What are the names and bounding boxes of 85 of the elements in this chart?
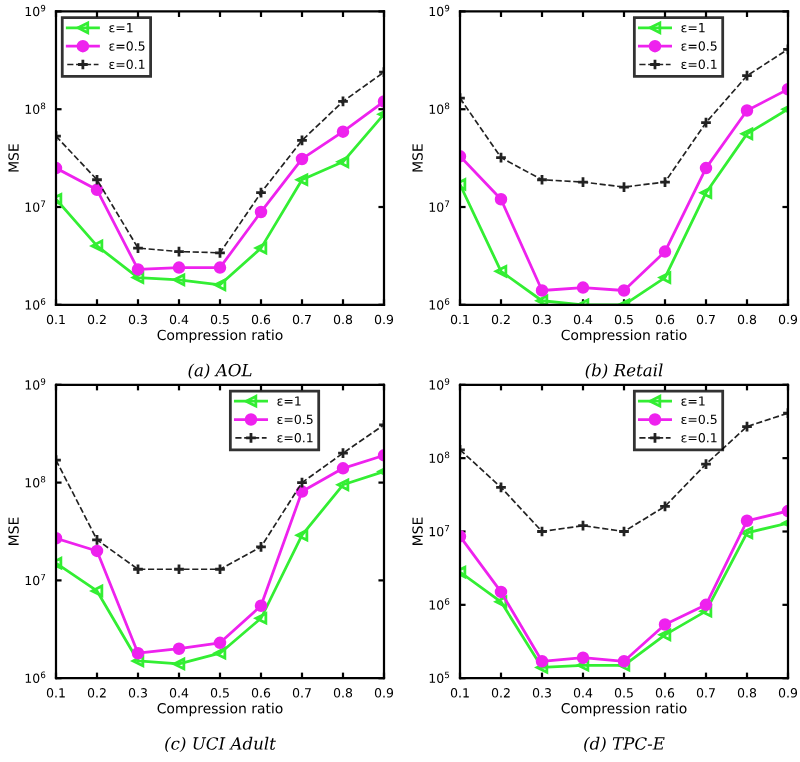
point: [172, 261, 186, 274]
point: [658, 618, 672, 631]
point: [131, 563, 145, 576]
point: [740, 104, 754, 117]
point: [254, 186, 268, 199]
point: [576, 519, 590, 532]
point: [740, 127, 754, 141]
point: [90, 544, 104, 558]
point: [336, 155, 350, 169]
point: [90, 533, 104, 547]
point: [535, 525, 549, 538]
point: [699, 116, 713, 129]
point: [336, 462, 350, 475]
point: [295, 485, 309, 498]
point: [295, 152, 309, 166]
point: [254, 612, 268, 625]
text: (c) UCI Adult: [165, 736, 276, 753]
point: [699, 457, 713, 471]
point: [535, 173, 549, 186]
point: [658, 175, 672, 189]
point: [131, 654, 145, 668]
point: [213, 278, 227, 292]
point: [494, 193, 508, 206]
point: [494, 481, 508, 494]
point: [658, 271, 672, 284]
point: [254, 205, 268, 219]
point: [172, 245, 186, 258]
point: [699, 161, 713, 175]
point: [740, 420, 754, 433]
point: [213, 646, 227, 660]
point: [131, 263, 145, 276]
text: (b) Retail: [585, 363, 663, 379]
point: [740, 526, 754, 540]
point: [172, 563, 186, 576]
point: [699, 186, 713, 199]
point: [90, 239, 104, 253]
point: [699, 604, 713, 618]
point: [172, 273, 186, 287]
point: [336, 95, 350, 108]
point: [131, 646, 145, 660]
point: [90, 584, 104, 598]
text: (d) TPC-E: [584, 736, 665, 753]
point: [617, 284, 631, 297]
point: [336, 478, 350, 492]
point: [699, 598, 713, 612]
point: [131, 241, 145, 255]
point: [172, 642, 186, 655]
point: [90, 173, 104, 186]
point: [658, 500, 672, 513]
point: [576, 651, 590, 664]
point: [535, 284, 549, 297]
point: [336, 446, 350, 460]
point: [658, 245, 672, 258]
point: [535, 655, 549, 668]
point: [576, 281, 590, 294]
text: (a) AOL: [188, 363, 252, 379]
point: [494, 151, 508, 164]
point: [254, 540, 268, 554]
point: [617, 525, 631, 538]
point: [494, 585, 508, 599]
point: [254, 241, 268, 255]
point: [213, 246, 227, 260]
point: [172, 657, 186, 671]
point: [494, 595, 508, 609]
point: [254, 599, 268, 613]
point: [295, 528, 309, 542]
point: [295, 476, 309, 489]
point: [295, 173, 309, 186]
point: [535, 294, 549, 305]
point: [336, 125, 350, 138]
point: [576, 659, 590, 672]
point: [535, 661, 549, 674]
point: [213, 563, 227, 576]
point: [90, 183, 104, 197]
point: [740, 69, 754, 82]
point: [740, 514, 754, 528]
point: [617, 655, 631, 668]
point: [295, 134, 309, 147]
point: [494, 265, 508, 278]
point: [213, 636, 227, 650]
point: [658, 628, 672, 642]
point: [617, 180, 631, 194]
point: [213, 261, 227, 274]
point: [576, 175, 590, 189]
point: [131, 271, 145, 284]
